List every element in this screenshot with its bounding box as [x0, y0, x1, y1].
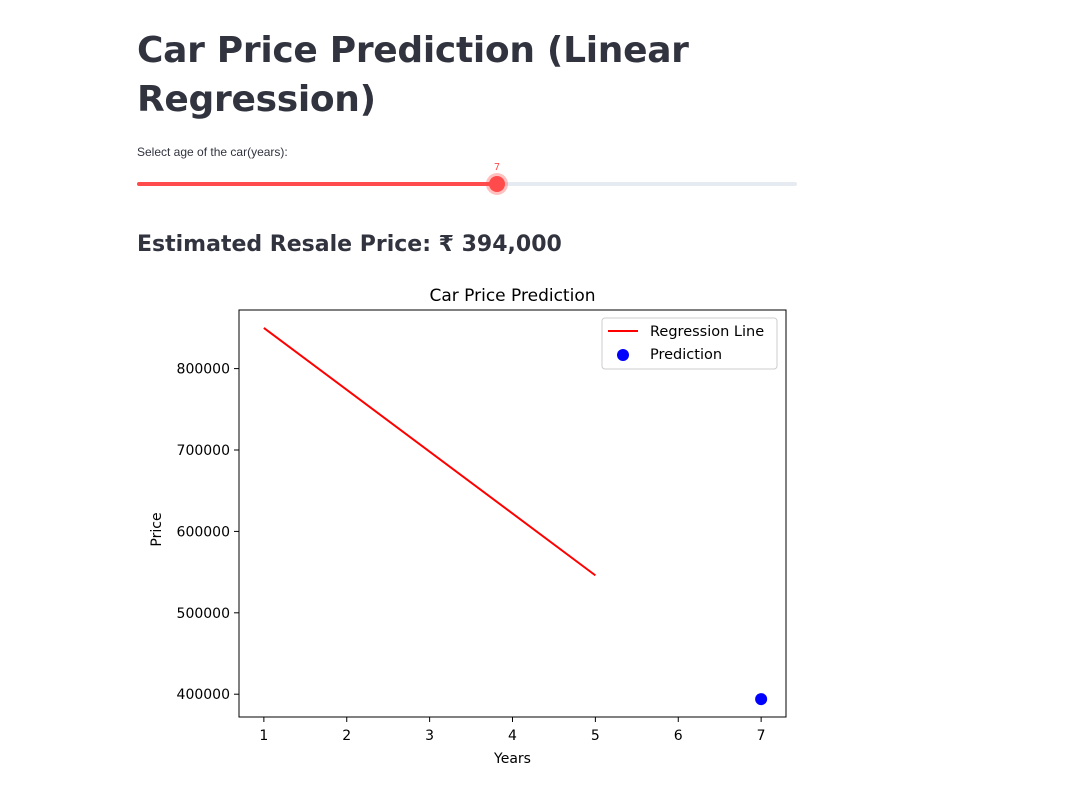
slider-thumb[interactable] — [489, 176, 505, 192]
y-tick-label: 800000 — [177, 362, 230, 378]
price-chart: Car Price Prediction 1 2 3 4 5 6 7 400000 500000 6… — [137, 278, 807, 778]
estimated-price-text: Estimated Resale Price: ₹ 394,000 — [137, 232, 562, 257]
chart-title: Car Price Prediction — [429, 286, 595, 306]
slider-value-label: 7 — [493, 162, 501, 173]
legend-dot-swatch — [617, 349, 629, 361]
x-tick-label: 3 — [425, 728, 434, 744]
y-tick-label: 400000 — [177, 687, 230, 703]
prediction-point — [755, 693, 768, 706]
x-tick-label: 5 — [591, 728, 600, 744]
y-tick-label: 600000 — [177, 524, 230, 540]
y-axis-label: Price — [149, 512, 165, 546]
legend-label: Prediction — [650, 347, 722, 363]
x-axis-label: Years — [493, 751, 531, 767]
chart-svg: Car Price Prediction 1 2 3 4 5 6 7 400000 500000 6… — [149, 286, 787, 767]
x-tick-label: 7 — [757, 728, 766, 744]
slider-label: Select age of the car(years): — [137, 145, 288, 159]
x-tick-label: 1 — [259, 728, 268, 744]
y-tick-label: 500000 — [177, 606, 230, 622]
y-tick-label: 700000 — [177, 443, 230, 459]
regression-line — [263, 327, 596, 577]
page-title: Car Price Prediction (Linear Regression) — [137, 30, 689, 120]
x-tick-label: 4 — [508, 728, 517, 744]
age-slider[interactable]: 7 — [137, 160, 797, 200]
x-tick-label: 6 — [674, 728, 683, 744]
slider-fill — [137, 182, 497, 186]
legend-label: Regression Line — [650, 324, 764, 340]
legend-box — [601, 317, 778, 370]
x-tick-label: 2 — [342, 728, 351, 744]
